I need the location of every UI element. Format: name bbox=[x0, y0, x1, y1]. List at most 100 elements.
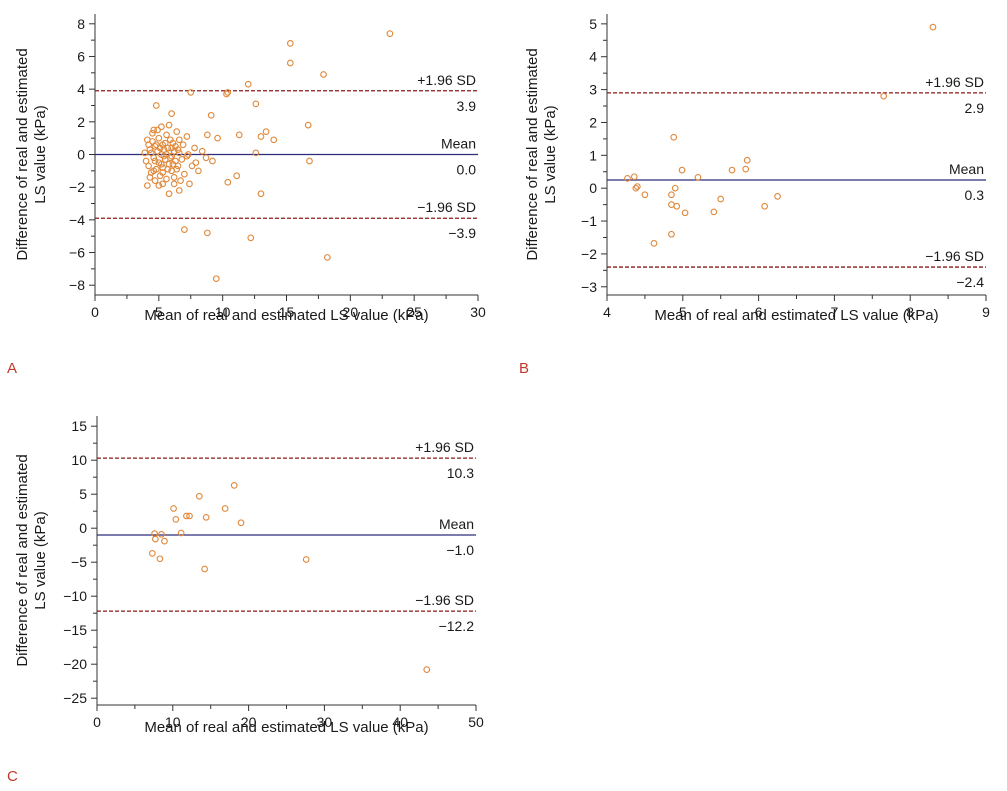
data-point bbox=[671, 184, 679, 192]
y-tick-label: −2 bbox=[69, 179, 85, 195]
data-point bbox=[247, 234, 255, 242]
data-point bbox=[286, 59, 294, 67]
data-point bbox=[761, 202, 769, 210]
data-point bbox=[152, 141, 160, 149]
data-point bbox=[221, 505, 229, 512]
y-tick-label: 5 bbox=[589, 16, 597, 32]
data-point bbox=[146, 146, 154, 153]
reference-line-name: −1.96 SD bbox=[417, 199, 476, 215]
panel-c-chart: 0 10 20 30 40 50 −25 −20 −15 −10 −5 0 5 10 15 +1.96 SD 1… bbox=[7, 416, 484, 785]
data-point bbox=[150, 167, 158, 175]
data-point bbox=[244, 80, 252, 88]
data-point bbox=[173, 128, 181, 135]
y-tick-label: 0 bbox=[79, 520, 87, 536]
data-point bbox=[156, 555, 164, 563]
data-point bbox=[728, 166, 736, 174]
data-point bbox=[146, 174, 154, 181]
data-point bbox=[203, 131, 211, 139]
data-point bbox=[670, 133, 678, 141]
x-tick-label: 40 bbox=[392, 714, 408, 730]
data-point bbox=[148, 550, 156, 557]
y-axis-title: Difference of real and estimatedLS value… bbox=[14, 48, 49, 260]
data-point bbox=[141, 149, 149, 157]
data-point bbox=[233, 172, 241, 180]
x-tick-label: 5 bbox=[155, 304, 163, 320]
data-point bbox=[158, 530, 165, 538]
data-point bbox=[195, 492, 203, 500]
data-point bbox=[320, 71, 327, 78]
data-point bbox=[174, 146, 182, 153]
y-tick-label: 3 bbox=[589, 82, 597, 98]
data-point bbox=[673, 202, 681, 210]
data-point bbox=[165, 190, 173, 198]
data-point bbox=[170, 174, 178, 181]
x-tick-label: 15 bbox=[279, 304, 295, 320]
data-point bbox=[161, 537, 168, 545]
data-point bbox=[163, 151, 170, 158]
data-point bbox=[630, 173, 638, 181]
y-tick-label: 2 bbox=[589, 114, 597, 130]
data-point bbox=[743, 156, 751, 164]
y-tick-label: −3 bbox=[581, 279, 597, 295]
data-point bbox=[149, 129, 156, 137]
y-tick-label: 6 bbox=[77, 48, 85, 64]
data-point bbox=[195, 167, 202, 175]
panel-letter: A bbox=[7, 360, 17, 377]
y-axis-title-line: LS value (kPa) bbox=[32, 511, 49, 609]
x-tick-label: 4 bbox=[603, 304, 611, 320]
reference-line-value: −1.0 bbox=[446, 542, 474, 558]
data-point bbox=[214, 134, 221, 142]
data-point bbox=[179, 141, 187, 149]
x-axis-title: Mean of real and estimated LS value (kPa… bbox=[144, 307, 428, 324]
y-tick-label: −25 bbox=[63, 690, 87, 706]
x-tick-label: 50 bbox=[468, 714, 484, 730]
x-tick-label: 30 bbox=[317, 714, 333, 730]
data-point bbox=[198, 147, 206, 155]
y-tick-label: 15 bbox=[71, 418, 87, 434]
data-point bbox=[710, 208, 718, 216]
x-axis-title: Mean of real and estimated LS value (kPa… bbox=[654, 307, 938, 324]
data-point bbox=[212, 275, 220, 283]
x-axis-title: Mean of real and estimated LS value (kPa… bbox=[144, 719, 428, 736]
x-tick-label: 0 bbox=[91, 304, 99, 320]
data-point bbox=[270, 136, 278, 144]
data-point bbox=[181, 226, 188, 234]
data-point bbox=[235, 131, 243, 139]
data-point bbox=[183, 152, 191, 160]
data-point bbox=[168, 144, 175, 152]
y-axis-title-line: Difference of real and estimated bbox=[14, 48, 31, 260]
data-point bbox=[177, 529, 185, 537]
reference-line-name: +1.96 SD bbox=[925, 74, 984, 90]
data-point bbox=[178, 156, 186, 163]
x-tick-label: 30 bbox=[470, 304, 486, 320]
panel-a-chart: 0 5 10 15 20 25 30 −8 −6 −4 −2 0 2 4 6 8 +1.96 SD 3.9 Mean… bbox=[7, 14, 486, 377]
x-tick-label: 25 bbox=[406, 304, 422, 320]
data-point bbox=[237, 519, 245, 527]
y-tick-label: 4 bbox=[589, 49, 597, 65]
y-tick-label: 10 bbox=[71, 452, 87, 468]
data-point bbox=[694, 173, 702, 181]
reference-line-value: 10.3 bbox=[447, 465, 474, 481]
data-point bbox=[187, 89, 195, 96]
data-point bbox=[230, 482, 238, 489]
data-point bbox=[164, 165, 172, 173]
reference-line-name: −1.96 SD bbox=[415, 592, 474, 608]
data-point bbox=[257, 190, 265, 198]
data-point bbox=[186, 512, 193, 520]
data-point bbox=[188, 162, 196, 170]
y-tick-label: −2 bbox=[581, 246, 597, 262]
data-point bbox=[223, 90, 230, 98]
data-point bbox=[207, 111, 215, 119]
data-point bbox=[880, 92, 888, 100]
data-point bbox=[262, 128, 270, 135]
y-axis-title-line: Difference of real and estimated bbox=[524, 48, 541, 260]
reference-line-name: Mean bbox=[439, 516, 474, 532]
data-point bbox=[152, 535, 159, 543]
reference-line-name: +1.96 SD bbox=[415, 439, 474, 455]
reference-line-value: 2.9 bbox=[965, 100, 985, 116]
y-axis-title-line: LS value (kPa) bbox=[32, 105, 49, 203]
data-point bbox=[168, 110, 175, 118]
x-tick-label: 5 bbox=[679, 304, 687, 320]
reference-line-value: 0.0 bbox=[457, 162, 477, 178]
data-point bbox=[184, 151, 192, 158]
